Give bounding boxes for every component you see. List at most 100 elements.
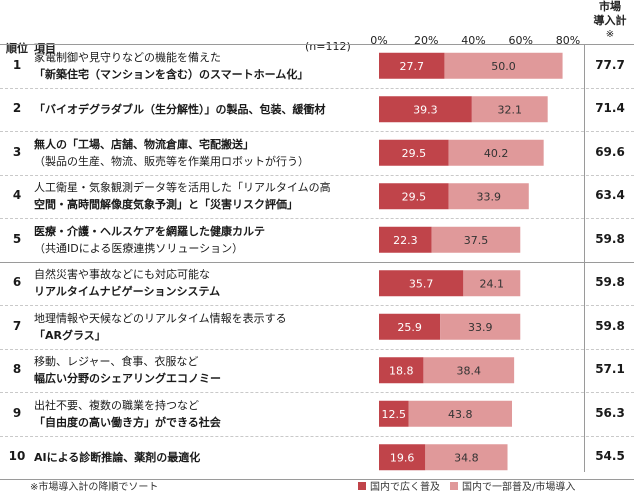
item-line: 「新築住宅（マンションを含む）のスマートホーム化」 (34, 67, 309, 81)
item-description: 移動、レジャー、食事、衣服など幅広い分野のシェアリングエコノミー (34, 353, 374, 387)
bar-series2 (423, 357, 515, 384)
item-column-header: 項目 (34, 42, 56, 55)
bar-series2 (431, 226, 521, 253)
x-tick-label: 80% (555, 34, 581, 47)
item-line: 移動、レジャー、食事、衣服など (34, 355, 199, 369)
x-tick-label: 60% (508, 34, 533, 47)
row-separator (0, 218, 634, 219)
bar-label-series1: 25.9 (397, 321, 422, 334)
legend-swatch-series2 (450, 481, 458, 490)
market-total-header-line1: 市場 (599, 0, 621, 13)
item-line: 出社不要、複数の職業を持つなど (34, 398, 199, 412)
legend: 国内で広く普及 国内で一部普及/市場導入 (358, 478, 575, 493)
rank-number: 9 (12, 405, 22, 420)
bar-label-series1: 19.6 (390, 451, 415, 464)
bar-label-series2: 40.2 (484, 147, 509, 160)
x-tick-label: 20% (414, 34, 439, 47)
bar-series1 (379, 183, 449, 210)
rank-number: 5 (12, 231, 22, 246)
bar-label-series1: 35.7 (409, 277, 434, 290)
bar-label-series2: 38.4 (457, 364, 482, 377)
market-total-value: 56.3 (595, 405, 625, 420)
row-separator (0, 44, 634, 45)
bar-series2 (408, 400, 513, 427)
sort-footnote: ※市場導入計の降順でソート (30, 482, 159, 493)
sample-size-label: (n=112) (305, 40, 351, 53)
item-description: 家電制御や見守りなどの機能を備えた「新築住宅（マンションを含む）のスマートホーム… (34, 49, 374, 83)
bar-label-series2: 50.0 (491, 60, 516, 73)
market-total-header-note: ※ (605, 29, 615, 40)
item-line: 無人の「工場、店舗、物流倉庫、宅配搬送」 (34, 137, 254, 151)
bar-series1 (379, 313, 441, 340)
market-total-value: 63.4 (595, 188, 625, 203)
row-separator (0, 305, 634, 306)
item-line: （共通IDによる医療連携ソリューション） (34, 241, 244, 255)
row-separator (0, 348, 634, 350)
bar-series2 (444, 52, 563, 79)
bar-series2 (463, 270, 521, 297)
bar-label-series2: 34.8 (454, 451, 479, 464)
row-separator (0, 261, 634, 263)
rank-number: 2 (12, 101, 22, 116)
item-line: 家電制御や見守りなどの機能を備えた (34, 50, 221, 64)
bar-label-series1: 29.5 (402, 190, 427, 203)
rank-number: 1 (12, 57, 22, 72)
item-line: リアルタイムナビゲーションシステム (34, 285, 221, 299)
bar-label-series2: 37.5 (464, 234, 489, 247)
bar-label-series2: 33.9 (476, 190, 501, 203)
rank-number: 8 (12, 362, 22, 377)
item-line: 空間・高時間解像度気象予測」と「災害リスク評価」 (34, 198, 298, 212)
bar-label-series1: 12.5 (382, 408, 407, 421)
item-line: 「ARグラス」 (34, 328, 106, 342)
item-description: 自然災害や事故などにも対応可能な リアルタイムナビゲーションシステム (34, 266, 374, 300)
chart-right-divider (584, 44, 585, 472)
bar-label-series2: 33.9 (468, 321, 493, 334)
bar-series1 (379, 52, 445, 79)
rank-number: 7 (12, 318, 22, 333)
bar-series2 (448, 183, 529, 210)
bar-series2 (448, 139, 544, 166)
bar-series1 (379, 270, 464, 297)
rank-number: 10 (8, 449, 26, 464)
bar-series1 (379, 226, 432, 253)
market-total-value: 69.6 (595, 144, 625, 159)
bar-series2 (471, 96, 548, 123)
market-total-value: 54.5 (595, 449, 625, 464)
item-line: 幅広い分野のシェアリングエコノミー (34, 372, 221, 386)
bar-series2 (440, 313, 521, 340)
bar-label-series1: 18.8 (389, 364, 414, 377)
market-total-value: 59.8 (595, 231, 625, 246)
item-description: 医療・介護・ヘルスケアを網羅した健康カルテ （共通IDによる医療連携ソリューション… (34, 223, 374, 257)
item-line: 人工衛星・気象観測データ等を活用した「リアルタイムの高 (34, 181, 331, 195)
item-description: 人工衛星・気象観測データ等を活用した「リアルタイムの高 空間・高時間解像度気象予測… (34, 179, 374, 213)
item-description: 無人の「工場、店舗、物流倉庫、宅配搬送」 （製品の生産、物流、販売等を作業用ロボッ… (34, 136, 374, 170)
item-description: 地理情報や天候などのリアルタイム情報を表示する 「ARグラス」 (34, 310, 374, 344)
item-line: 地理情報や天候などのリアルタイム情報を表示する (34, 311, 287, 325)
row-separator (0, 87, 634, 89)
market-total-value: 71.4 (595, 101, 625, 116)
row-separator (0, 131, 634, 132)
bar-label-series1: 29.5 (402, 147, 427, 160)
market-total-header-line2: 導入計 (593, 14, 627, 27)
row-separator (0, 174, 634, 176)
item-line: 「自由度の高い働き方」ができる社会 (34, 415, 221, 429)
x-tick-label: 0% (370, 34, 388, 47)
row-separator (0, 435, 634, 437)
bar-series1 (379, 357, 424, 384)
bar-label-series1: 27.7 (399, 60, 424, 73)
legend-label-series1: 国内で広く普及 (370, 482, 440, 493)
item-description: 出社不要、複数の職業を持つなど「自由度の高い働き方」ができる社会 (34, 397, 374, 431)
item-line: 医療・介護・ヘルスケアを網羅した健康カルテ (34, 224, 265, 238)
rank-column-header: 順位 (6, 42, 28, 55)
market-total-header: 市場 導入計 ※ (588, 0, 632, 42)
legend-swatch-series1 (358, 481, 366, 490)
market-total-value: 59.8 (595, 275, 625, 290)
x-tick-label: 40% (461, 34, 486, 47)
bar-series1 (379, 96, 472, 123)
row-separator (0, 392, 634, 393)
item-line: 「バイオデグラダブル（生分解性）」の製品、包装、緩衝材 (34, 102, 326, 116)
item-line: 自然災害や事故などにも対応可能な (34, 268, 210, 282)
bar-series1 (379, 400, 409, 427)
market-total-value: 59.8 (595, 318, 625, 333)
